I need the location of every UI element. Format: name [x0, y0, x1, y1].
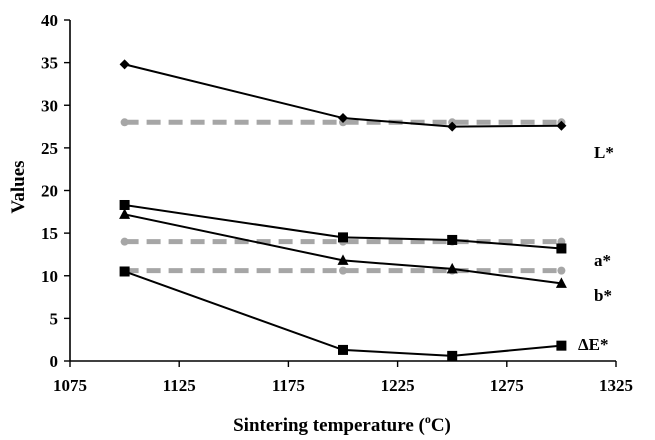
series-label: L*	[594, 143, 614, 162]
series-lines	[119, 59, 567, 361]
series-line-3	[124, 270, 562, 357]
x-axis-title-main: Sintering temperature (	[233, 415, 425, 436]
y-tick-label: 35	[41, 54, 58, 73]
x-tick-label: 1325	[599, 376, 633, 395]
triangle-marker	[119, 208, 131, 219]
square-marker	[119, 199, 130, 210]
diamond-marker	[119, 59, 130, 70]
x-tick-label: 1225	[381, 376, 415, 395]
series-label: b*	[594, 286, 612, 305]
x-tick-label: 1075	[53, 376, 87, 395]
series-label: ΔE*	[578, 335, 609, 354]
y-tick-label: 5	[50, 309, 59, 328]
square-marker	[556, 243, 567, 254]
diamond-marker	[556, 120, 567, 131]
reference-lines	[120, 118, 566, 275]
x-tick-label: 1175	[272, 376, 305, 395]
series-label: a*	[594, 251, 611, 270]
square-marker	[338, 344, 348, 355]
x-axis-title-end: C)	[431, 415, 451, 436]
triangle-marker	[446, 262, 458, 274]
y-tick-label: 30	[41, 96, 58, 115]
y-tick-label: 15	[41, 224, 58, 243]
reference-marker	[339, 266, 347, 275]
y-axis-title: Values	[8, 160, 29, 213]
series-line-1	[124, 204, 562, 250]
y-tick-label: 20	[41, 182, 58, 201]
y-tick-label: 40	[41, 11, 58, 30]
y-tick-label: 25	[41, 139, 58, 158]
x-tick-label: 1125	[163, 376, 196, 395]
y-tick-label: 10	[41, 267, 58, 286]
square-marker	[447, 350, 458, 361]
y-ticks: 0 5 10 15 20 25 30 35 40	[41, 11, 70, 371]
x-ticks: 1075 1125 1175 1225 1275 1325	[53, 361, 633, 395]
series-line-0	[124, 63, 562, 128]
square-marker	[556, 340, 567, 351]
square-marker	[338, 232, 348, 243]
y-tick-label: 0	[50, 352, 59, 371]
x-axis-title: Sintering temperature (oC)	[233, 412, 451, 436]
reference-marker	[120, 118, 129, 127]
series-line-2	[124, 213, 562, 285]
reference-marker	[557, 266, 566, 275]
reference-marker	[120, 237, 129, 246]
x-axis-title-superscript: o	[425, 412, 431, 426]
triangle-marker	[555, 277, 567, 288]
diamond-marker	[447, 121, 458, 132]
diamond-marker	[338, 113, 348, 124]
square-marker	[119, 266, 130, 277]
triangle-marker	[337, 254, 349, 265]
x-tick-label: 1275	[490, 376, 524, 395]
series-labels: L* a* b* ΔE*	[578, 143, 614, 354]
square-marker	[447, 234, 458, 245]
